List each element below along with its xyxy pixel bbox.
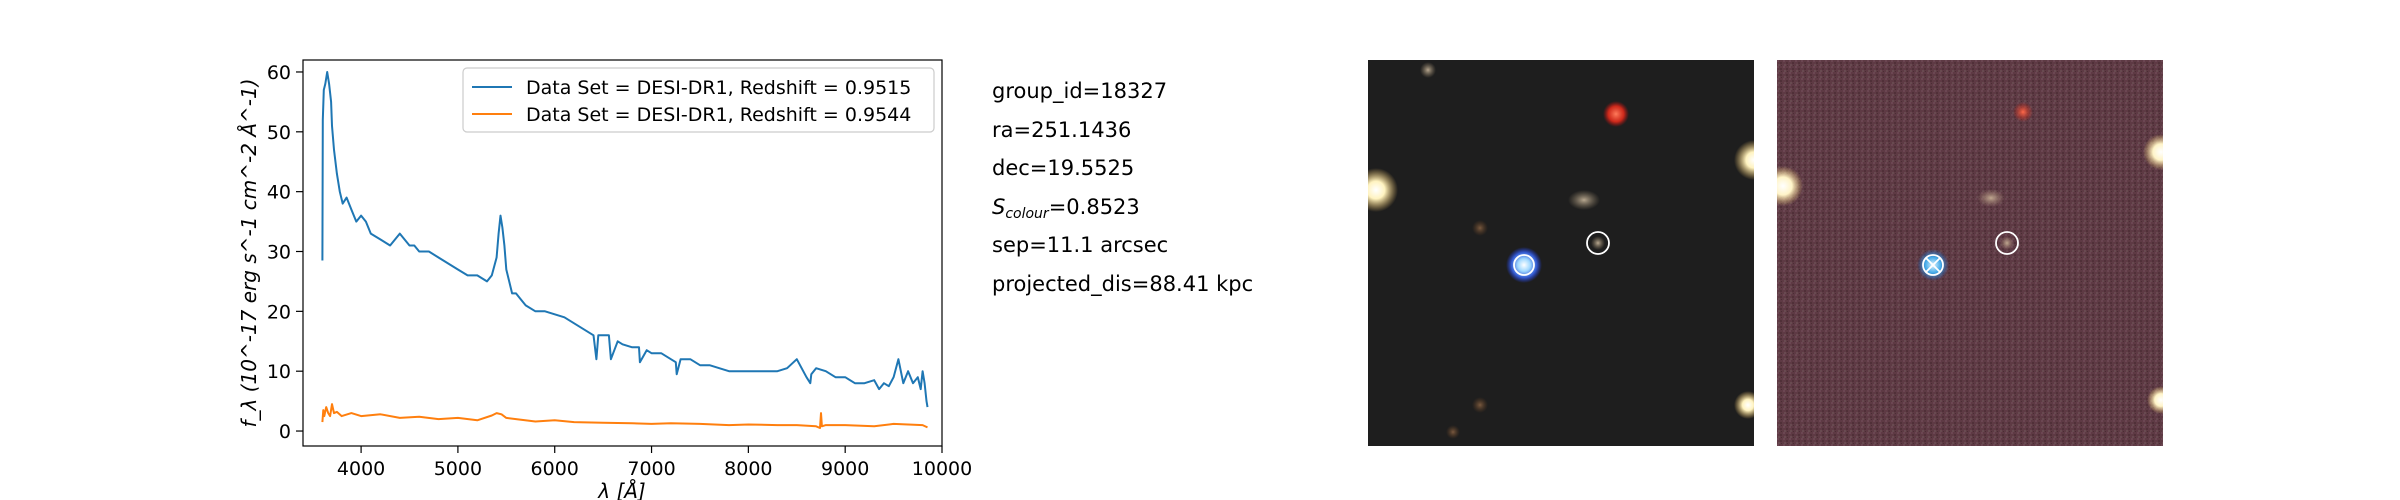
bright-star-bottom-right xyxy=(2147,386,2163,414)
bright-star-left xyxy=(1777,166,1803,206)
dim-source-corner xyxy=(1446,425,1460,439)
optical-cutout-image xyxy=(1368,60,1754,446)
y-tick-label: 40 xyxy=(267,182,291,204)
projected-dis-text: projected_dis=88.41 kpc xyxy=(992,271,1254,296)
plot-frame xyxy=(302,59,943,447)
legend: Data Set = DESI-DR1, Redshift = 0.9515 D… xyxy=(462,67,935,133)
source-cross-mark xyxy=(1925,257,1941,273)
bright-star-left xyxy=(1368,168,1398,212)
y-tick-label: 20 xyxy=(267,301,291,323)
faint-source-top xyxy=(1420,62,1436,78)
target-galaxy xyxy=(1591,236,1605,250)
ra-text: ra=251.1436 xyxy=(992,117,1132,142)
dim-source xyxy=(1472,220,1488,236)
x-tick-label: 10000 xyxy=(912,458,972,480)
infrared-cutout-image xyxy=(1777,60,2163,446)
x-tick-label: 7000 xyxy=(627,458,675,480)
y-tick-label: 10 xyxy=(267,361,291,383)
legend-entry-series-2: Data Set = DESI-DR1, Redshift = 0.9544 xyxy=(526,104,911,126)
source-marker-circle xyxy=(1513,254,1535,276)
blue-source-blob xyxy=(1506,247,1542,283)
s-colour-value: =0.8523 xyxy=(1048,194,1140,219)
bright-star-bottom-right xyxy=(1734,391,1754,419)
target-marker-circle xyxy=(1995,231,2019,255)
target-marker-circle xyxy=(1586,231,1610,255)
x-axis-label: λ [Å] xyxy=(597,479,645,500)
red-star-blob xyxy=(2013,102,2033,122)
series-line-1 xyxy=(321,71,929,408)
dec-text: dec=19.5525 xyxy=(992,156,1135,180)
y-axis-label: f_λ (10^-17 erg s^-1 cm^-2 Å^-1) xyxy=(237,78,261,427)
legend-entry-series-1: Data Set = DESI-DR1, Redshift = 0.9515 xyxy=(526,77,911,99)
y-tick-label: 0 xyxy=(279,421,291,443)
bright-star-right xyxy=(1734,140,1754,180)
bright-star-right xyxy=(2143,134,2163,170)
source-marker-circle xyxy=(1922,254,1944,276)
y-tick-label: 60 xyxy=(267,62,291,84)
x-tick-label: 5000 xyxy=(434,458,482,480)
spectrum-chart: 4000 5000 6000 7000 8000 9000 10000 0 10 20 30 40 5… xyxy=(237,59,972,500)
x-tick-label: 8000 xyxy=(724,458,772,480)
s-colour-subscript: colour xyxy=(1005,205,1049,222)
faint-galaxy xyxy=(1568,190,1600,210)
series-line-2 xyxy=(321,403,928,429)
dim-source-bottom xyxy=(1472,397,1488,413)
y-tick-label: 30 xyxy=(267,242,291,264)
object-info-panel: group_id=18327 ra=251.1436 dec=19.5525 S… xyxy=(992,76,1253,307)
red-star-blob xyxy=(1603,101,1629,127)
x-tick-label: 4000 xyxy=(337,458,385,480)
sep-text: sep=11.1 arcsec xyxy=(992,233,1169,257)
x-tick-label: 6000 xyxy=(531,458,579,480)
faint-galaxy xyxy=(1977,189,2005,207)
s-colour-symbol: S xyxy=(992,194,1006,219)
group-id-text: group_id=18327 xyxy=(992,79,1168,103)
y-tick-label: 50 xyxy=(267,122,291,144)
x-tick-label: 9000 xyxy=(821,458,869,480)
legend-box xyxy=(462,67,935,133)
target-galaxy xyxy=(2000,236,2014,250)
s-colour-text: Scolour=0.8523 xyxy=(992,192,1253,231)
